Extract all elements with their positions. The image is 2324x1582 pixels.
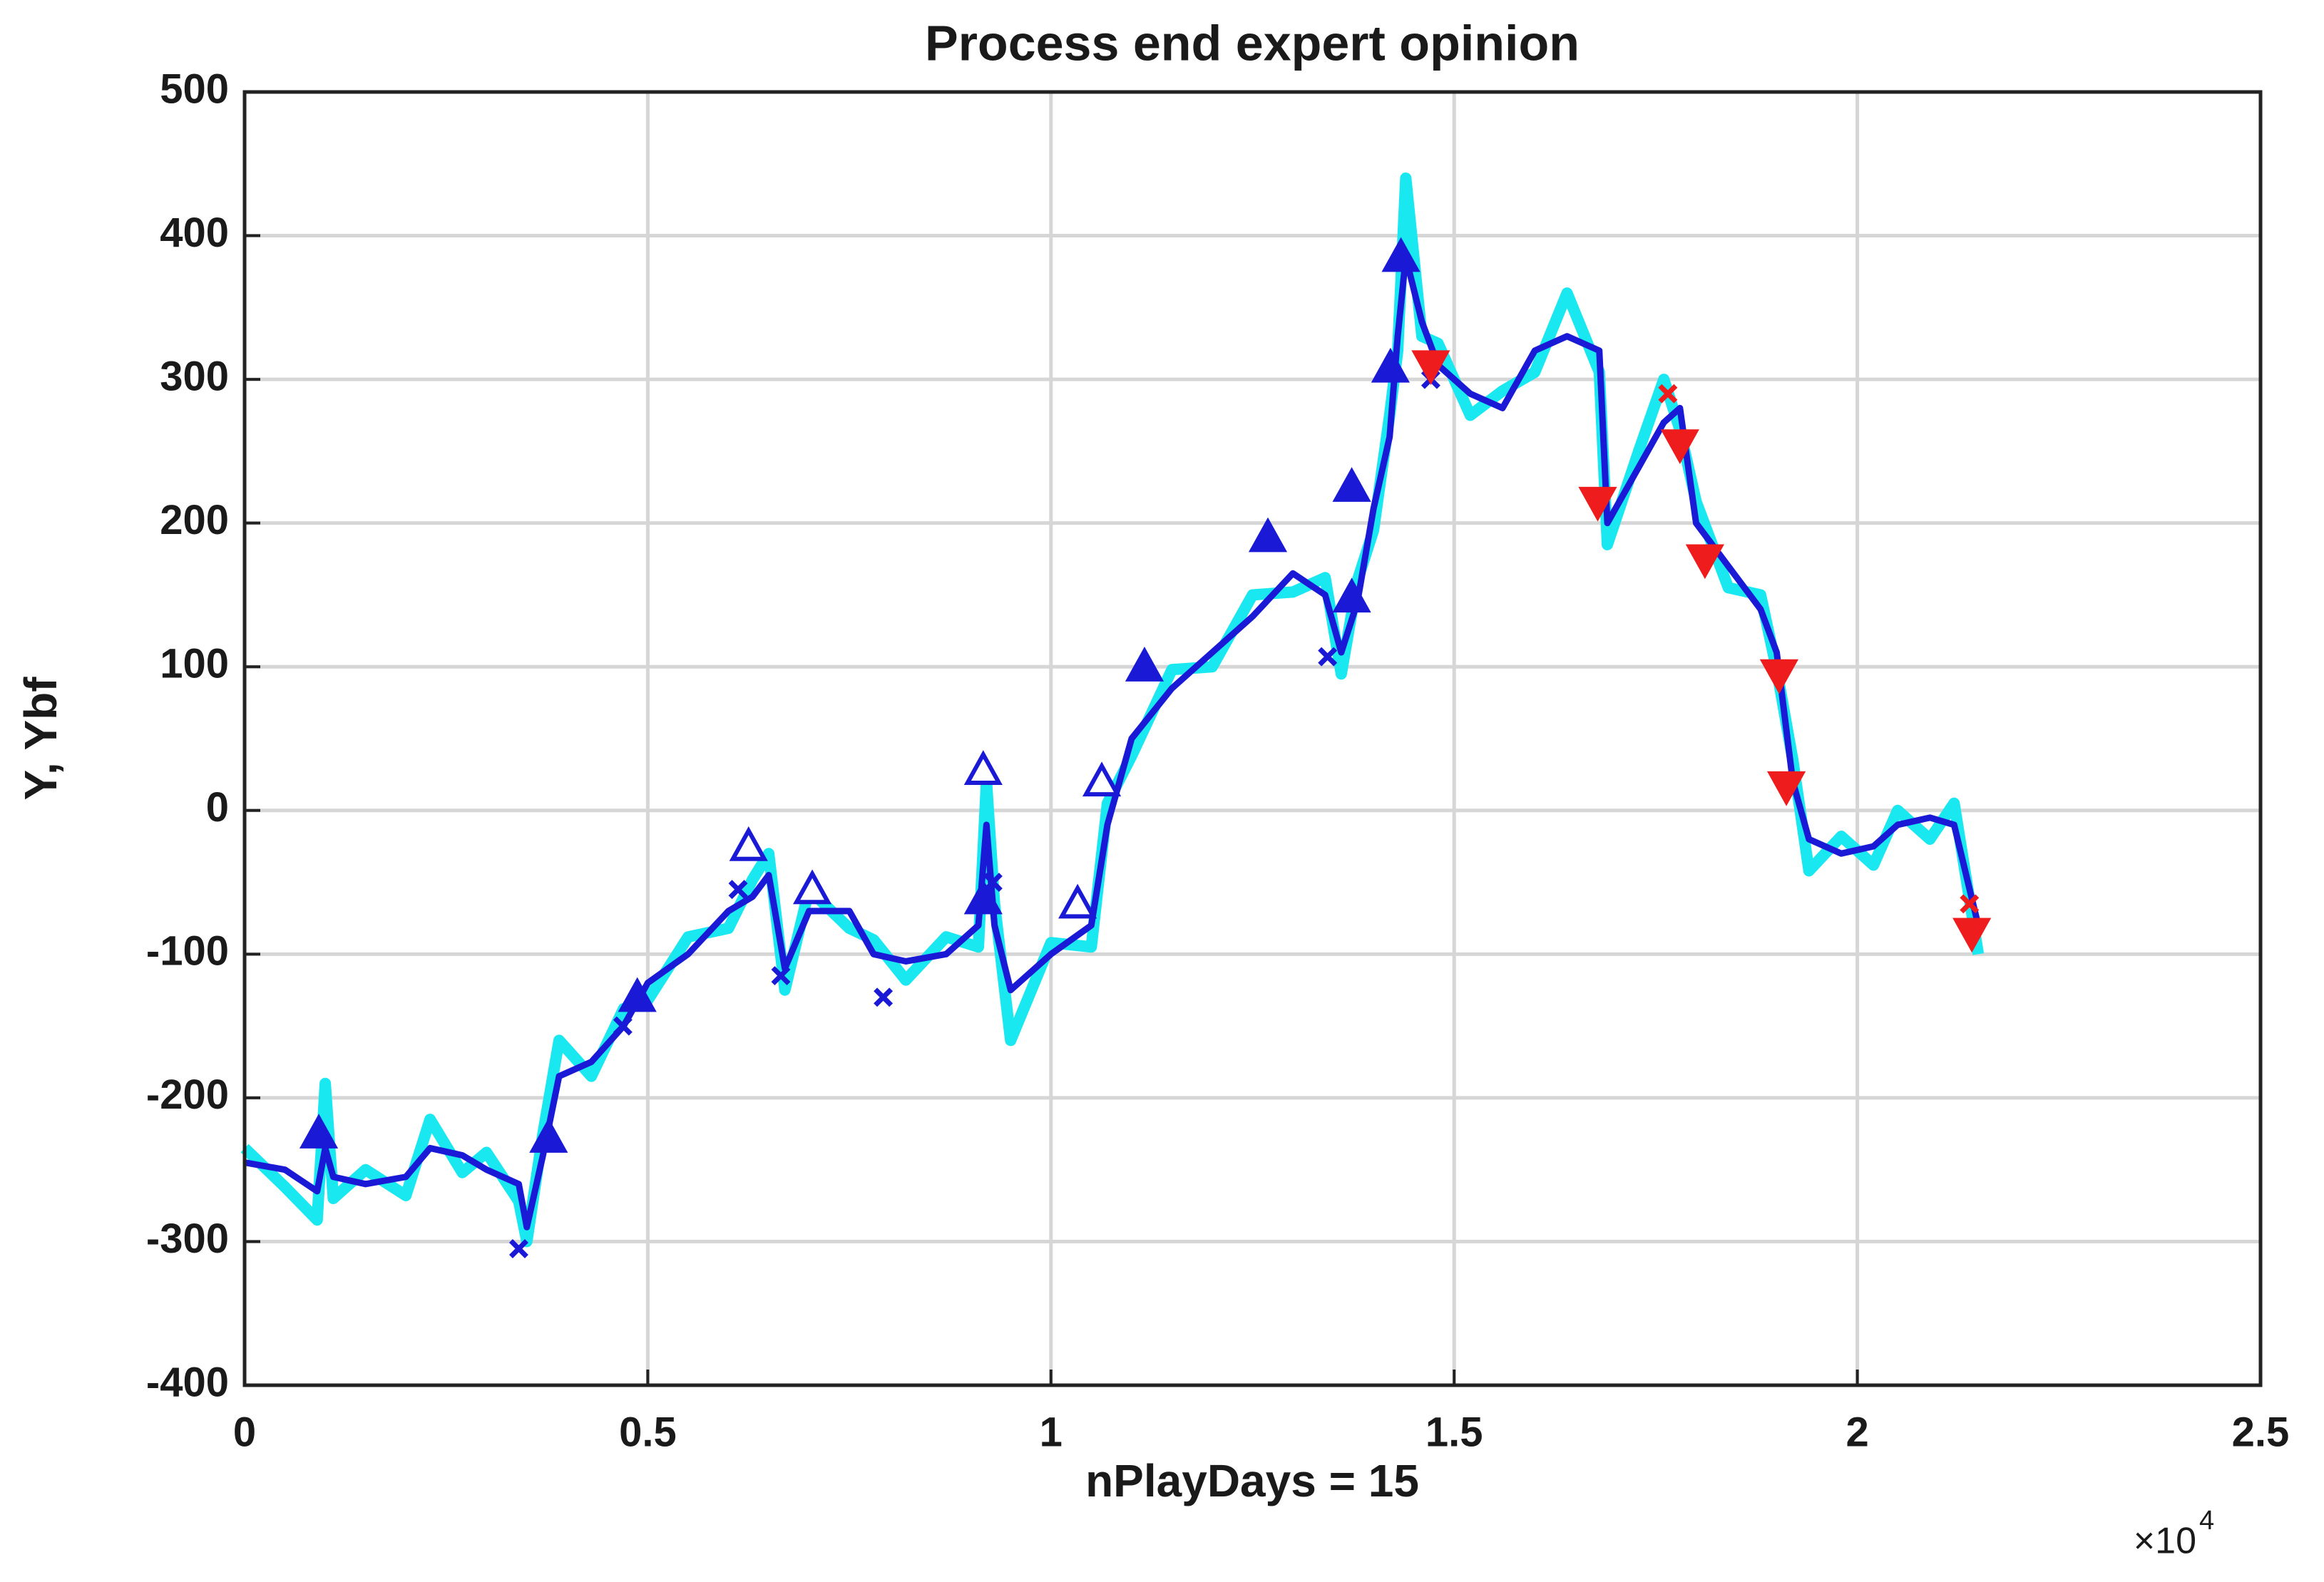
down-triangle-marker — [1759, 659, 1799, 694]
down-triangle-marker — [1766, 771, 1806, 806]
up-triangle-marker — [618, 977, 657, 1012]
up-triangle-marker — [1381, 237, 1420, 272]
x-tick-label: 1 — [1040, 1409, 1063, 1455]
up-triangle-marker — [963, 879, 1003, 915]
down-triangle-marker — [1660, 429, 1699, 464]
x-marker — [1960, 894, 1980, 914]
x-tick-label: 0.5 — [619, 1409, 677, 1455]
y-tick-label: -100 — [146, 928, 229, 975]
x-exponent: 4 — [2199, 1506, 2214, 1536]
up-triangle-marker — [1058, 883, 1097, 919]
x-tick-label: 1.5 — [1425, 1409, 1483, 1455]
y-tick-label: -200 — [146, 1072, 229, 1118]
down-triangle-marker — [1578, 486, 1617, 522]
x-marker — [983, 873, 1003, 893]
up-triangle-marker — [1332, 577, 1371, 613]
up-triangle-marker — [299, 1114, 339, 1149]
up-triangle-marker — [792, 869, 832, 905]
y-tick-label: 0 — [206, 784, 229, 831]
y-tick-label: 200 — [160, 497, 229, 543]
x-tick-label: 2 — [1846, 1409, 1868, 1455]
plot-frame — [242, 90, 2263, 1387]
data-line — [244, 254, 1982, 1231]
x-marker — [728, 880, 748, 900]
down-triangle-marker — [1411, 350, 1450, 386]
x-marker — [508, 1239, 528, 1258]
x-marker — [771, 966, 791, 986]
x-marker — [1658, 384, 1678, 404]
up-triangle-marker — [1371, 347, 1410, 383]
up-triangle-marker — [963, 750, 1003, 785]
x-multiplier: ×10 — [2134, 1521, 2196, 1562]
down-triangle-marker — [1952, 918, 1992, 953]
y-tick-label: 100 — [160, 641, 229, 687]
y-tick-label: 500 — [160, 66, 229, 112]
chart-title: Process end expert opinion — [925, 15, 1580, 71]
up-triangle-marker — [1248, 517, 1288, 553]
y-tick-label: 300 — [160, 353, 229, 399]
y-tick-label: 400 — [160, 210, 229, 256]
y-tick-label: -300 — [146, 1216, 229, 1262]
x-marker — [613, 1016, 633, 1036]
x-marker — [874, 987, 894, 1007]
up-triangle-marker — [729, 826, 768, 861]
up-triangle-marker — [1125, 647, 1164, 682]
x-tick-label: 0 — [233, 1409, 256, 1455]
x-axis-label: nPlayDays = 15 — [1085, 1455, 1419, 1506]
y-tick-label: -400 — [146, 1359, 229, 1405]
down-triangle-marker — [1685, 544, 1724, 580]
x-marker — [1318, 647, 1338, 667]
x-tick-label: 2.5 — [2232, 1409, 2290, 1455]
up-triangle-marker — [529, 1118, 568, 1153]
up-triangle-marker — [1082, 761, 1122, 797]
y-axis-label: Y, Ybf — [15, 677, 66, 801]
up-triangle-marker — [1332, 467, 1371, 502]
